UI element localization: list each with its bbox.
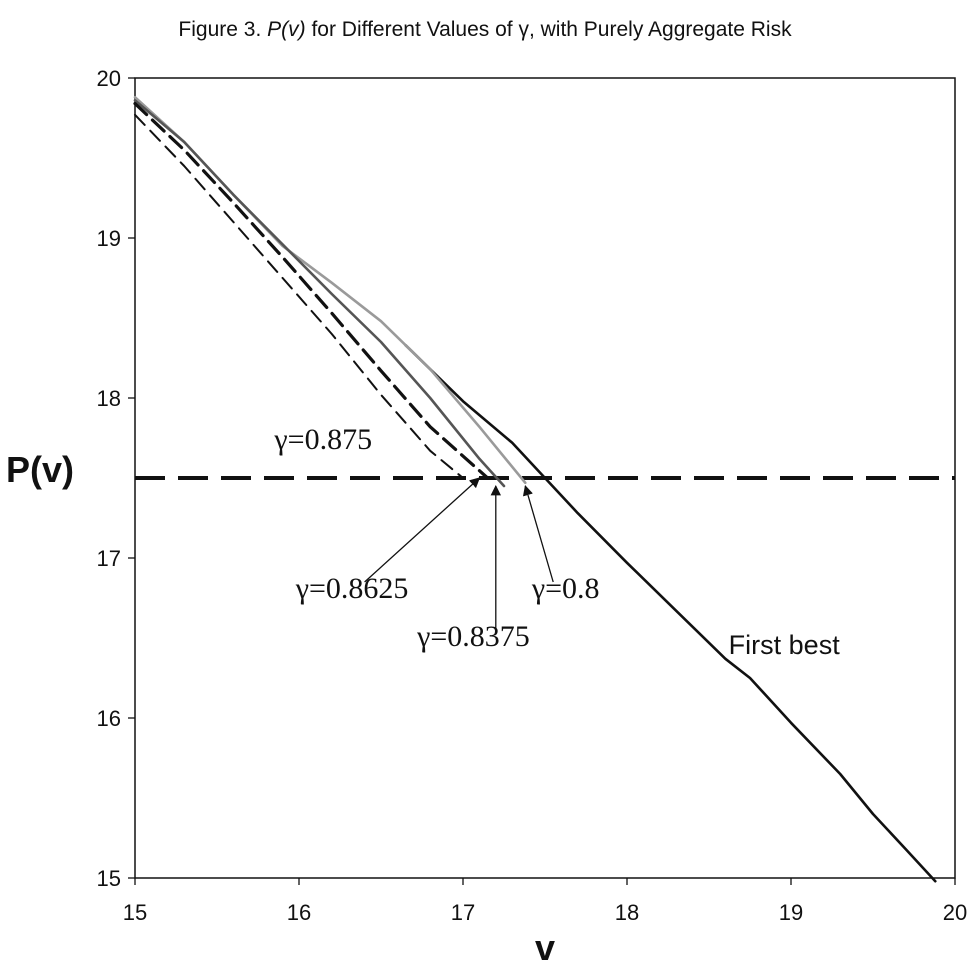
y-tick-label: 20 [97, 66, 121, 91]
y-tick-label: 16 [97, 706, 121, 731]
series-line-first-best [404, 343, 937, 883]
x-tick-label: 17 [451, 900, 475, 925]
annotation-label: First best [729, 630, 841, 660]
y-tick-label: 18 [97, 386, 121, 411]
y-tick-label: 19 [97, 226, 121, 251]
annotation-label: γ=0.8625 [295, 572, 409, 605]
y-axis-label: P(v) [6, 449, 74, 490]
series-line-0-8625 [133, 101, 490, 480]
y-tick-label: 15 [97, 866, 121, 891]
chart-title: Figure 3. P(v) for Different Values of γ… [178, 18, 792, 41]
annotation-arrow [522, 485, 554, 583]
annotation-label: γ=0.875 [273, 423, 372, 456]
x-tick-label: 15 [123, 900, 147, 925]
x-tick-label: 16 [287, 900, 311, 925]
x-tick-label: 19 [779, 900, 803, 925]
annotation-label: γ=0.8375 [416, 620, 530, 653]
annotation-label: γ=0.8 [531, 572, 600, 605]
y-tick-label: 17 [97, 546, 121, 571]
annotation-arrow [364, 477, 481, 583]
x-tick-label: 20 [943, 900, 967, 925]
x-axis-label: v [535, 927, 555, 961]
series-line-0-8375 [133, 99, 506, 488]
x-tick-label: 18 [615, 900, 639, 925]
